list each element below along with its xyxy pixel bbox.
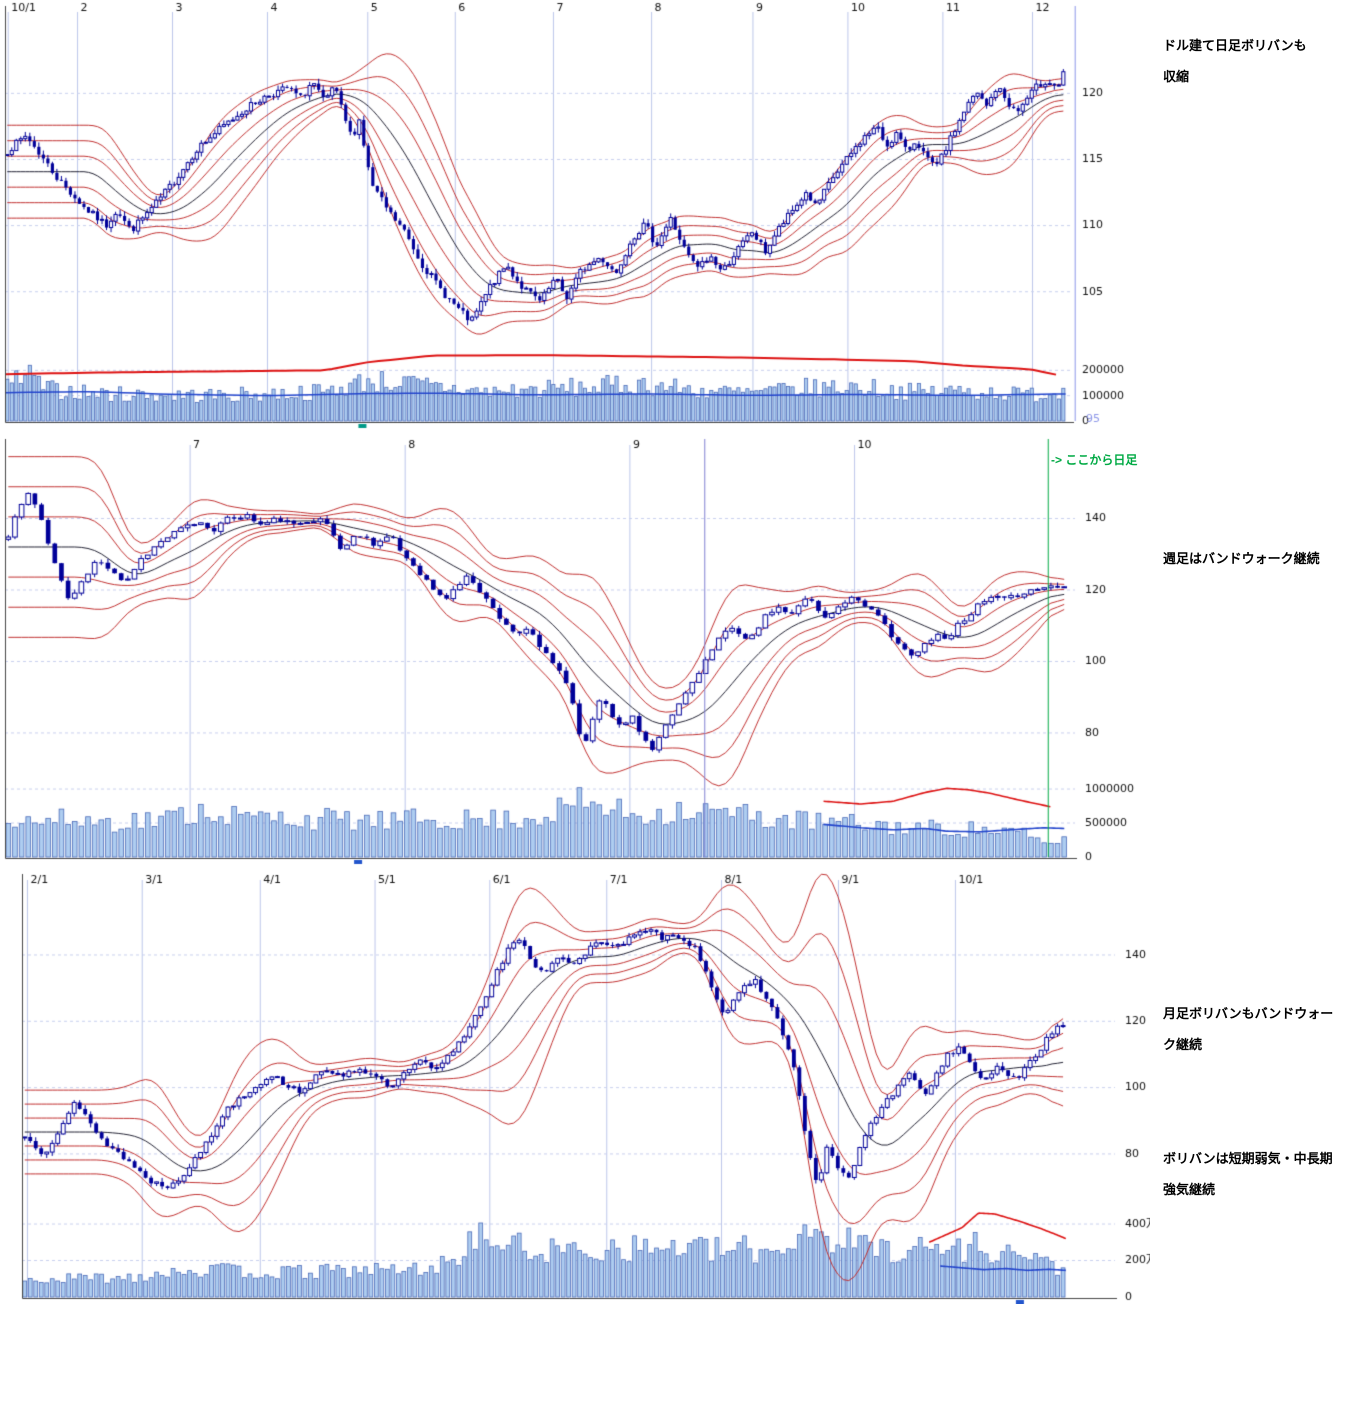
monthly-chart-canvas[interactable] [0,872,1150,1304]
annotation-line: ドル建て日足ボリバンも [1163,38,1307,53]
annotation-line: ボリバンは短期弱気・中長期 [1163,1151,1333,1166]
annotation-line: 月足ボリバンもバンドウォー [1163,1006,1334,1021]
annotation-line: 強気継続 [1163,1182,1216,1197]
annotation-line: 週足はバンドウォーク継続 [1163,551,1320,566]
weekly-chart-canvas[interactable] [0,437,1150,867]
annotation-weekly: 週足はバンドウォーク継続 [1163,543,1320,574]
annotation-monthly: 月足ボリバンもバンドウォー ク継続 [1163,998,1333,1060]
daily-chart-canvas[interactable] [0,0,1150,434]
annotation-outlook: ボリバンは短期弱気・中長期 強気継続 [1163,1143,1333,1205]
annotation-line: 収縮 [1163,69,1190,84]
annotation-daily: ドル建て日足ボリバンも 収縮 [1163,30,1307,92]
annotation-line: ク継続 [1163,1037,1203,1052]
daily-start-note: -> ここから日足 [1051,453,1138,467]
